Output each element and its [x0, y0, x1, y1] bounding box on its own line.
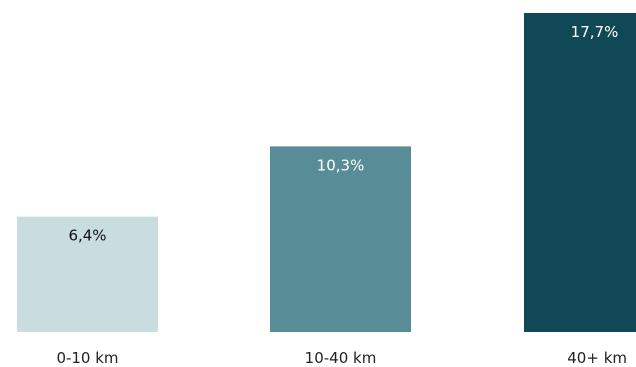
value-label-2: 10,3% — [317, 156, 365, 174]
bar-2 — [270, 146, 411, 332]
x-tick-label-2: 10-40 km — [305, 349, 377, 367]
x-tick-label-3: 40+ km — [567, 349, 627, 367]
value-label-3: 17,7% — [571, 23, 619, 41]
bar-1 — [17, 216, 158, 332]
x-tick-label-1: 0-10 km — [56, 349, 118, 367]
x-axis-ticks: 0-10 km 10-40 km 40+ km — [56, 349, 627, 367]
value-label-1: 6,4% — [68, 227, 106, 245]
bars-layer — [17, 13, 636, 332]
bar-3 — [524, 13, 636, 332]
value-labels-layer: 6,4% 10,3% 17,7% — [68, 23, 618, 245]
